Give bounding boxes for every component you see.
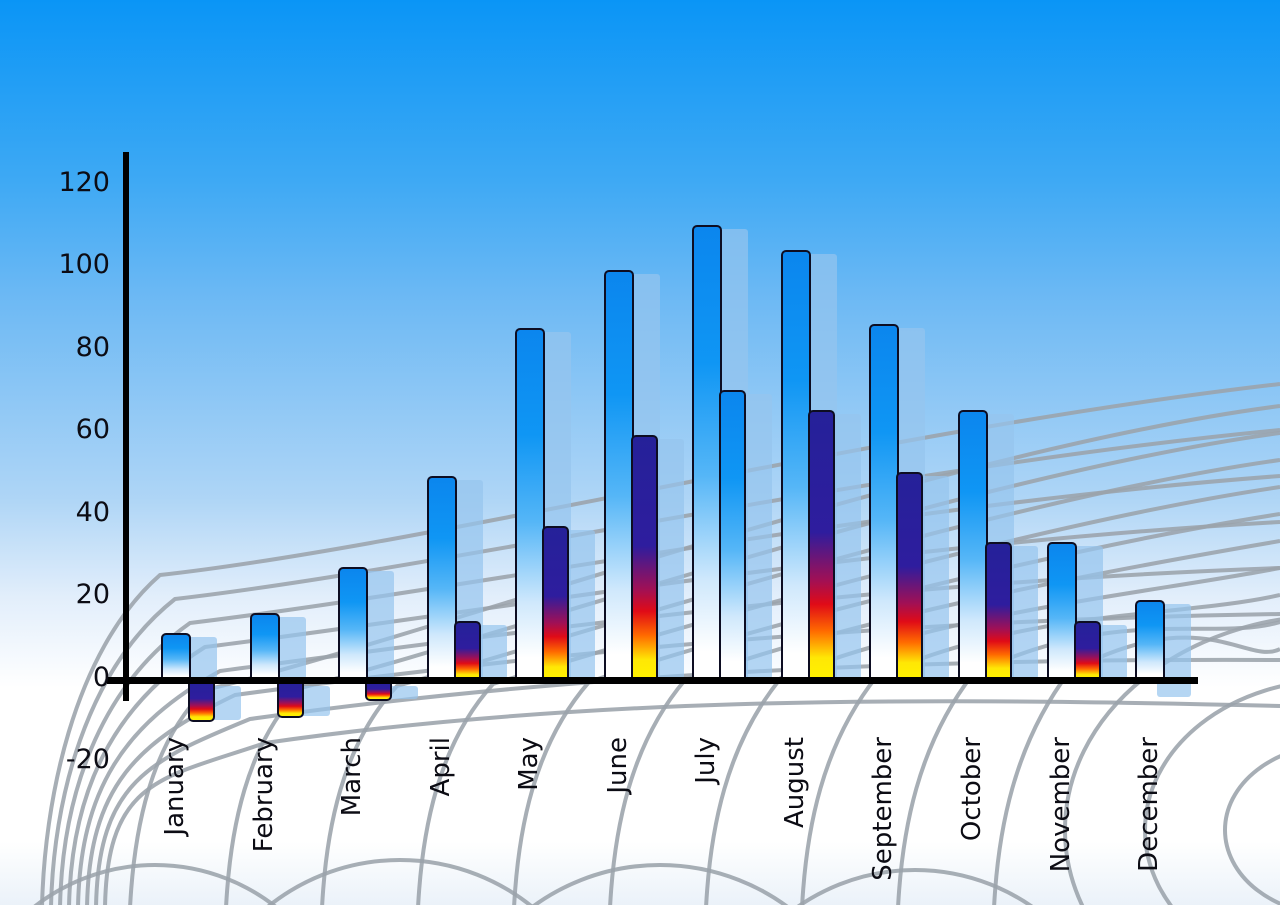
y-tick-label-20: 20 <box>75 579 110 610</box>
x-label-text-june: June <box>602 737 633 794</box>
x-label-text-october: October <box>956 737 987 842</box>
bar-february-primary <box>249 612 280 679</box>
bar-shadow-november-secondary <box>1095 624 1127 679</box>
bar-shadow-february-secondary <box>298 685 330 716</box>
bar-march-secondary <box>365 680 393 702</box>
x-label-text-may: May <box>514 737 545 791</box>
y-tick-label--20: -20 <box>65 744 110 775</box>
bar-shadow-august-secondary <box>829 414 861 679</box>
bar-september-secondary <box>896 472 924 679</box>
bar-may-secondary <box>542 525 570 679</box>
bar-august-primary <box>780 249 811 679</box>
y-axis-line <box>123 152 129 701</box>
bar-shadow-april-secondary <box>475 624 507 679</box>
bar-shadow-september-secondary <box>918 476 950 679</box>
bar-shadow-january-secondary <box>210 685 241 720</box>
y-tick-label-0: 0 <box>92 661 110 693</box>
bar-july-secondary <box>719 389 747 679</box>
x-label-text-february: February <box>248 737 279 853</box>
bar-shadow-may-secondary <box>564 529 596 679</box>
bar-august-secondary <box>807 410 835 679</box>
y-tick-label-80: 80 <box>75 331 110 363</box>
y-tick-label-120: 120 <box>58 166 110 198</box>
bar-july-primary <box>692 224 723 679</box>
bar-shadow-july-secondary <box>741 393 773 679</box>
bar-october-primary <box>957 410 988 679</box>
bar-june-secondary <box>630 435 658 679</box>
x-label-text-january: January <box>160 737 190 836</box>
bar-shadow-june-secondary <box>652 439 684 679</box>
x-label-text-december: December <box>1134 737 1165 872</box>
bar-june-primary <box>603 270 634 679</box>
y-tick-label-100: 100 <box>58 249 110 280</box>
x-label-text-august: August <box>779 737 810 828</box>
bar-september-primary <box>869 323 900 679</box>
x-label-text-march: March <box>337 737 368 817</box>
x-label-text-september: September <box>868 737 899 881</box>
bar-april-secondary <box>453 620 481 679</box>
x-label-text-april: April <box>425 737 456 797</box>
bar-october-secondary <box>984 542 1012 679</box>
x-axis-zero-line <box>107 677 1198 684</box>
bar-shadow-october-secondary <box>1006 546 1038 679</box>
bar-december-primary <box>1135 600 1166 679</box>
grid-corner-arcs <box>33 617 1280 905</box>
bar-february-secondary <box>276 680 304 718</box>
x-label-text-november: November <box>1045 737 1076 873</box>
y-tick-label-40: 40 <box>75 496 110 528</box>
bar-november-secondary <box>1073 620 1101 679</box>
y-tick-label-60: 60 <box>75 414 110 445</box>
bar-april-primary <box>426 476 457 679</box>
bar-march-primary <box>338 567 369 679</box>
bar-may-primary <box>515 327 546 679</box>
bar-january-secondary <box>188 680 215 722</box>
bar-january-primary <box>161 633 191 679</box>
x-label-text-july: July <box>691 737 722 784</box>
bar-november-primary <box>1046 542 1077 679</box>
bar-shadow-march-secondary <box>387 685 419 700</box>
